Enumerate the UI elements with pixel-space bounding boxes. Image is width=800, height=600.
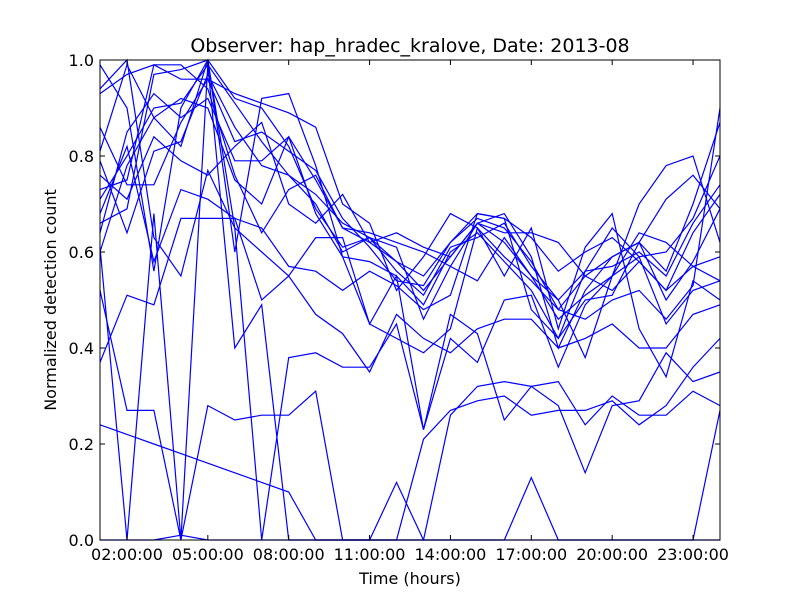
x-tick-label: 02:00:00 [91,545,163,564]
series-line-13 [99,144,721,340]
x-tick-label: 20:00:00 [576,545,648,564]
y-tick-label: 0.4 [69,339,94,358]
series-line-15 [99,64,721,321]
y-tick-label: 1.0 [69,51,94,70]
x-tick-label: 05:00:00 [172,545,244,564]
y-tick-label: 0.2 [69,435,94,454]
x-axis-label: Time (hours) [358,569,461,588]
series-line-6 [99,217,721,374]
series-line-5 [99,92,721,340]
series-line-16 [99,64,721,360]
y-axis-label: Normalized detection count [41,189,60,411]
series-layer [99,58,721,541]
x-tick-label: 08:00:00 [253,545,325,564]
series-line-18 [99,97,721,292]
plot-frame [99,59,721,541]
x-tick-label: 14:00:00 [415,545,487,564]
series-line-14 [99,59,721,430]
chart-title: Observer: hap_hradec_kralove, Date: 2013… [190,35,629,57]
y-tick-label: 0.0 [69,531,94,550]
tick-layer: 02:00:00 05:00:00 08:00:00 11:00:00 14:00:00… [69,51,729,564]
y-tick-label: 0.6 [69,243,94,262]
series-line-11 [99,58,721,541]
y-tick-label: 0.8 [69,147,94,166]
x-tick-label: 11:00:00 [334,545,406,564]
x-tick-label: 23:00:00 [657,545,729,564]
series-line-17 [99,121,721,277]
x-tick-label: 17:00:00 [495,545,567,564]
